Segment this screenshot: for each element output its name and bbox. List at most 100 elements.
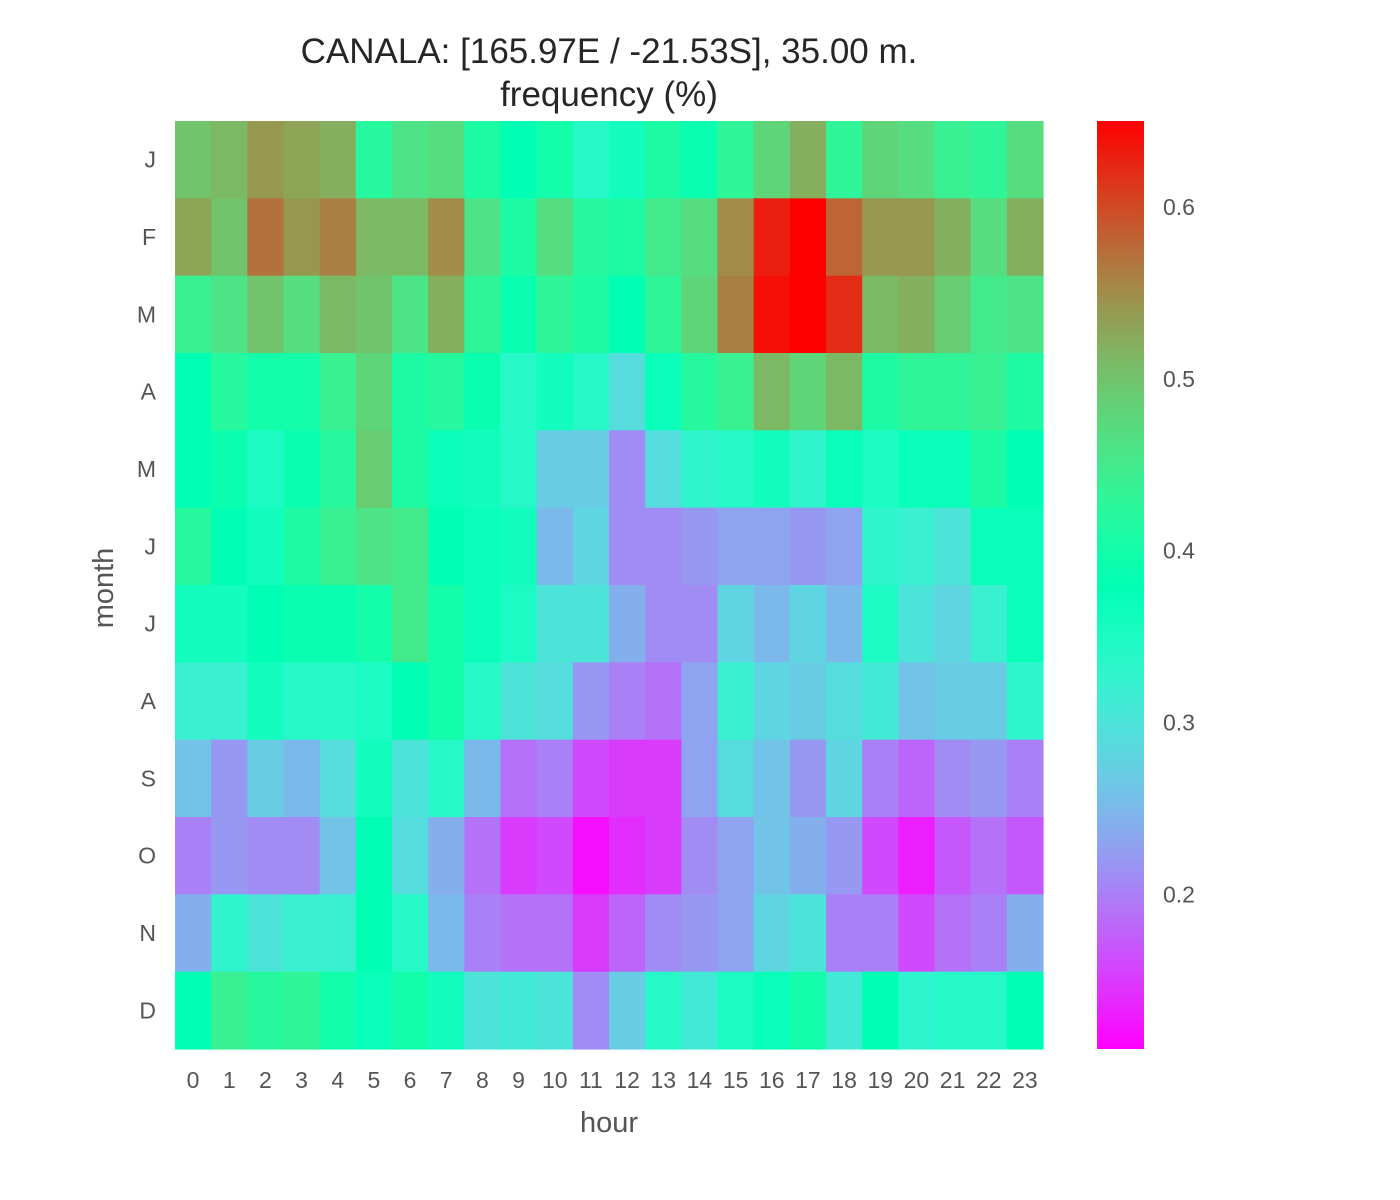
heatmap-cell <box>789 121 827 199</box>
heatmap-cell <box>681 121 719 199</box>
x-tick-label: 20 <box>904 1067 930 1093</box>
heatmap-cell <box>572 275 610 354</box>
x-tick-label: 21 <box>940 1067 966 1093</box>
heatmap-cell <box>500 894 538 973</box>
heatmap-cell <box>1006 662 1044 741</box>
heatmap-cell <box>500 353 538 431</box>
heatmap-cell <box>211 585 248 663</box>
heatmap-cell <box>970 894 1008 973</box>
heatmap-cell <box>211 817 248 895</box>
heatmap-cell <box>428 971 465 1050</box>
heatmap-cell <box>536 739 574 818</box>
heatmap-cell <box>283 817 321 895</box>
heatmap-cell <box>536 275 574 354</box>
heatmap-cell <box>609 739 646 818</box>
heatmap-cell <box>392 817 429 895</box>
heatmap-cell <box>283 275 321 354</box>
heatmap-cell <box>934 817 972 895</box>
heatmap-cell <box>826 817 863 895</box>
heatmap-cell <box>898 817 936 895</box>
heatmap-cell <box>789 198 827 277</box>
heatmap-cell <box>826 353 863 431</box>
heatmap-cell <box>283 971 321 1050</box>
colorbar <box>1097 121 1144 1049</box>
heatmap-cell <box>247 430 285 509</box>
heatmap-cell <box>934 971 972 1050</box>
heatmap-cell <box>247 198 285 277</box>
heatmap-cell <box>392 121 429 199</box>
heatmap-cell <box>428 739 465 818</box>
heatmap-cell <box>609 353 646 431</box>
heatmap-cell <box>645 430 682 509</box>
heatmap-cell <box>392 430 429 509</box>
heatmap-cell <box>862 353 899 431</box>
y-tick-label: M <box>137 456 156 482</box>
heatmap-cell <box>645 353 682 431</box>
heatmap-cell <box>1006 353 1044 431</box>
heatmap-cell <box>500 198 538 277</box>
heatmap-cell <box>283 121 321 199</box>
heatmap-cell <box>175 430 212 509</box>
heatmap-cell <box>789 971 827 1050</box>
heatmap-cell <box>934 739 972 818</box>
heatmap-cell <box>970 275 1008 354</box>
heatmap-cell <box>355 198 393 277</box>
heatmap-cell <box>175 817 212 895</box>
heatmap-cell <box>355 121 393 199</box>
heatmap-cell <box>826 275 863 354</box>
heatmap-cell <box>572 585 610 663</box>
y-tick-label: A <box>141 688 157 714</box>
heatmap-cell <box>247 275 285 354</box>
heatmap-cell <box>934 662 972 741</box>
heatmap-cell <box>717 971 755 1050</box>
heatmap-cell <box>681 507 719 586</box>
heatmap-cell <box>392 971 429 1050</box>
heatmap-cell <box>355 507 393 586</box>
colorbar-tick-label: 0.4 <box>1163 538 1195 564</box>
heatmap-cell <box>175 121 212 199</box>
heatmap-cell <box>500 817 538 895</box>
y-tick-label: O <box>138 843 156 869</box>
heatmap-cell <box>428 275 465 354</box>
heatmap-cell <box>428 662 465 741</box>
heatmap-cell <box>464 507 502 586</box>
heatmap-cell <box>970 739 1008 818</box>
heatmap-cell <box>247 121 285 199</box>
heatmap-cell <box>898 353 936 431</box>
heatmap-cell <box>753 430 791 509</box>
heatmap-cell <box>826 430 863 509</box>
heatmap-cell <box>681 430 719 509</box>
heatmap-cell <box>609 817 646 895</box>
x-tick-label: 7 <box>440 1067 453 1093</box>
heatmap-cell <box>934 198 972 277</box>
heatmap-cell <box>319 971 357 1050</box>
heatmap-cell <box>428 198 465 277</box>
heatmap-cell <box>392 353 429 431</box>
y-axis-label: month <box>88 548 120 629</box>
heatmap-cell <box>862 739 899 818</box>
y-tick-label: J <box>145 533 157 559</box>
heatmap-cell <box>717 430 755 509</box>
heatmap-cell <box>681 894 719 973</box>
heatmap-cell <box>500 585 538 663</box>
heatmap-cell <box>536 121 574 199</box>
heatmap-cell <box>753 971 791 1050</box>
y-tick-label: M <box>137 301 156 327</box>
heatmap-cell <box>536 585 574 663</box>
heatmap-cell <box>717 198 755 277</box>
heatmap-cell <box>789 353 827 431</box>
heatmap-cell <box>645 275 682 354</box>
heatmap-cell <box>175 507 212 586</box>
heatmap-cell <box>536 507 574 586</box>
heatmap-cell <box>319 662 357 741</box>
heatmap-cell <box>536 430 574 509</box>
colorbar-tick-label: 0.2 <box>1163 881 1195 907</box>
heatmap-cell <box>428 585 465 663</box>
heatmap-cell <box>355 353 393 431</box>
heatmap-cell <box>247 353 285 431</box>
heatmap-cell <box>283 430 321 509</box>
heatmap-cell <box>681 275 719 354</box>
heatmap-cell <box>211 662 248 741</box>
heatmap-cell <box>970 353 1008 431</box>
heatmap-cell <box>211 507 248 586</box>
